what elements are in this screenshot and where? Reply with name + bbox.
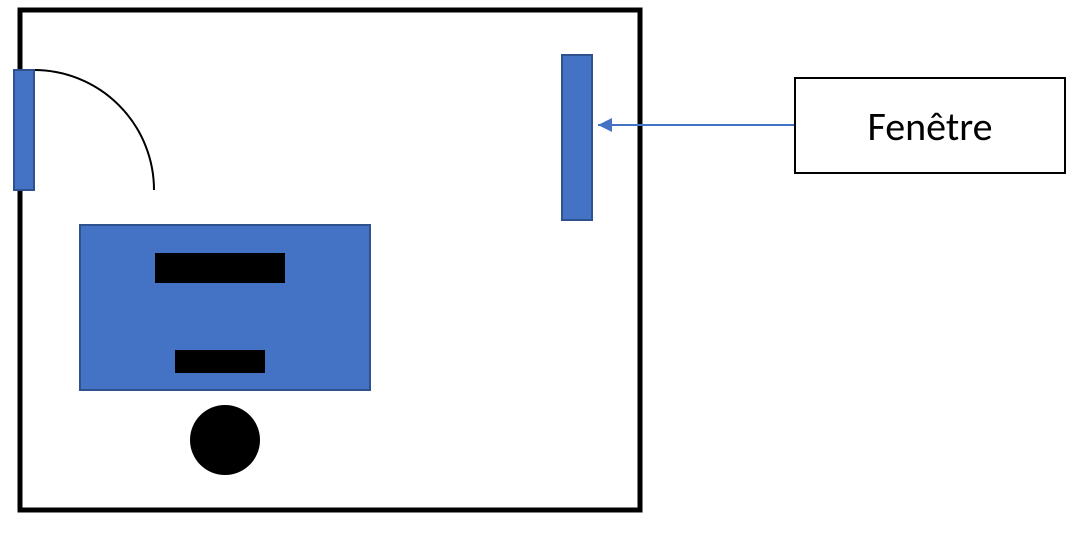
- door-swing-arc: [34, 70, 154, 190]
- keyboard: [175, 350, 265, 373]
- callout-label: Fenêtre: [867, 102, 992, 151]
- window: [562, 55, 592, 220]
- door-frame: [14, 70, 34, 190]
- person-icon: [190, 405, 260, 475]
- monitor: [155, 253, 285, 283]
